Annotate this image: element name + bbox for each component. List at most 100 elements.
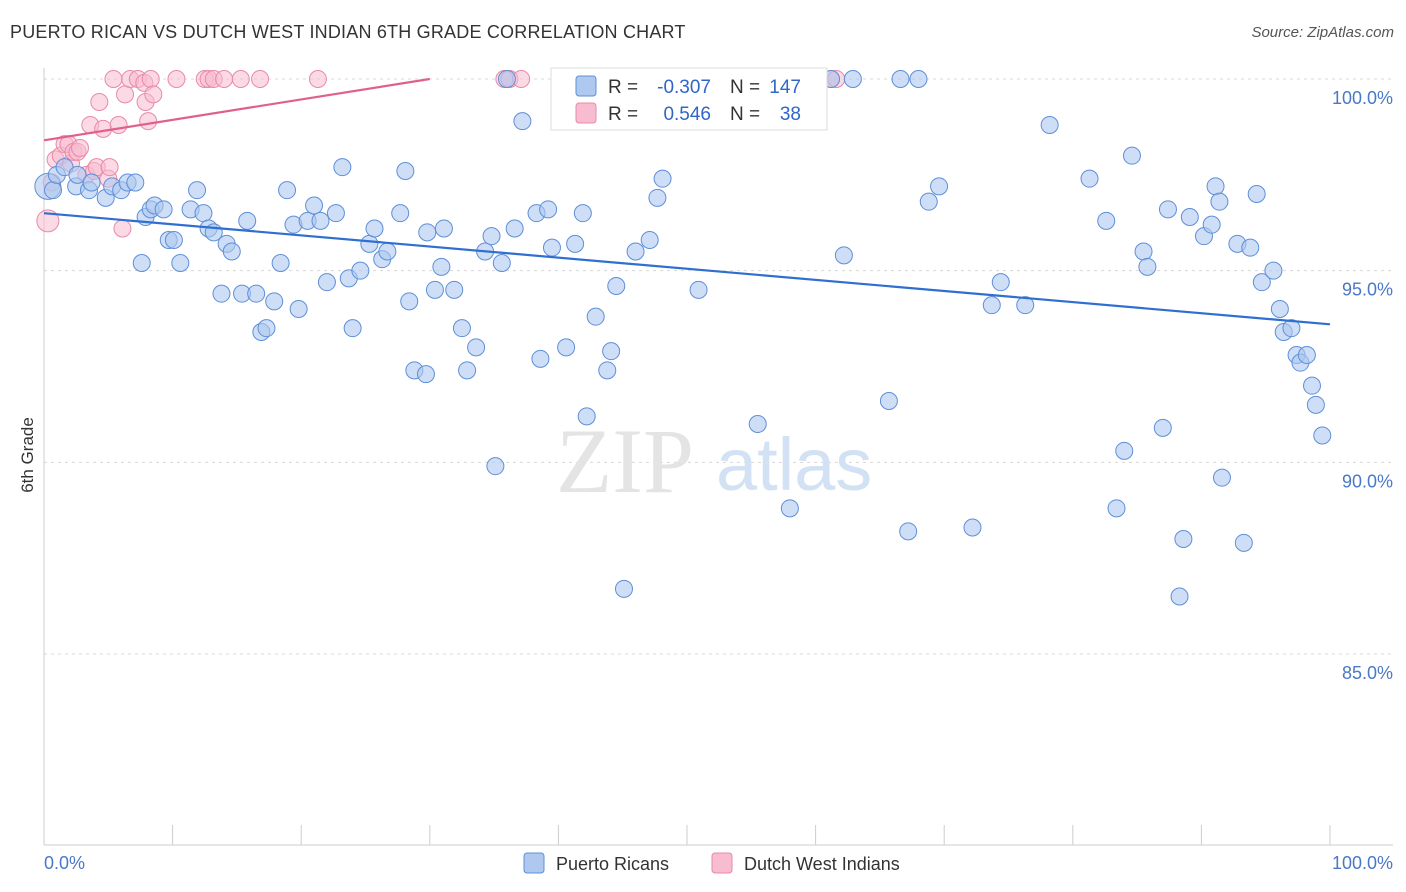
point-puerto-ricans	[289, 300, 308, 318]
grid-lines	[44, 78, 1393, 655]
point-dutch-west-indians	[141, 70, 160, 88]
point-puerto-ricans	[467, 338, 486, 357]
point-puerto-ricans	[343, 319, 362, 338]
point-puerto-ricans	[1134, 242, 1153, 261]
point-puerto-ricans	[1282, 319, 1301, 338]
point-puerto-ricans	[542, 238, 561, 257]
x-tick-label-max: 100.0%	[1332, 853, 1393, 873]
point-puerto-ricans	[497, 70, 516, 88]
point-puerto-ricans	[1210, 192, 1229, 211]
point-puerto-ricans	[351, 261, 370, 280]
point-puerto-ricans	[586, 307, 605, 326]
point-puerto-ricans	[780, 499, 799, 518]
legend-r-label-blue: R =	[608, 77, 638, 98]
point-puerto-ricans	[265, 292, 284, 311]
point-dutch-west-indians	[231, 70, 250, 88]
point-puerto-ricans	[598, 361, 617, 380]
legend-n-value-pink: 38	[780, 104, 801, 125]
point-puerto-ricans	[194, 204, 213, 223]
point-puerto-ricans	[1040, 116, 1059, 134]
point-puerto-ricans	[164, 231, 183, 249]
point-dutch-west-indians	[100, 158, 119, 177]
point-dutch-west-indians	[167, 70, 186, 88]
point-dutch-west-indians	[90, 93, 109, 111]
point-puerto-ricans	[577, 407, 596, 426]
point-dutch-west-indians	[71, 139, 90, 157]
point-puerto-ricans	[1247, 185, 1266, 203]
point-puerto-ricans	[1080, 169, 1099, 188]
point-puerto-ricans	[1158, 200, 1177, 219]
point-puerto-ricans	[333, 158, 352, 177]
point-puerto-ricans	[1306, 395, 1325, 414]
bottom-legend-swatch-pink	[711, 852, 733, 874]
bottom-legend-label-blue: Puerto Ricans	[556, 854, 669, 874]
point-puerto-ricans	[1270, 300, 1289, 318]
point-puerto-ricans	[1138, 257, 1157, 276]
point-puerto-ricans	[930, 177, 949, 196]
point-puerto-ricans	[899, 522, 918, 541]
bottom-legend-swatch-blue	[523, 852, 545, 874]
trend-line-puerto-ricans	[43, 212, 1331, 326]
point-puerto-ricans	[418, 223, 437, 242]
legend-n-label-blue: N =	[730, 77, 760, 98]
point-puerto-ricans	[311, 211, 330, 230]
y-tick-label: 85.0%	[1342, 663, 1393, 683]
y-tick-label: 90.0%	[1342, 471, 1393, 491]
point-puerto-ricans	[212, 284, 231, 303]
point-dutch-west-indians	[215, 70, 234, 88]
top-legend: R = -0.307 N = 147 R = 0.546 N = 38	[550, 67, 828, 131]
chart-title: PUERTO RICAN VS DUTCH WEST INDIAN 6TH GR…	[10, 22, 686, 42]
point-puerto-ricans	[400, 292, 419, 311]
point-puerto-ricans	[188, 181, 207, 200]
point-puerto-ricans	[126, 173, 145, 192]
legend-r-label-pink: R =	[608, 104, 638, 125]
point-dutch-west-indians	[308, 70, 327, 88]
bottom-legend-label-pink: Dutch West Indians	[744, 854, 900, 874]
point-puerto-ricans	[566, 234, 585, 253]
point-dutch-west-indians	[94, 119, 113, 138]
legend-swatch-blue	[575, 75, 597, 97]
watermark-zip: ZIP	[556, 410, 694, 512]
point-puerto-ricans	[1234, 533, 1253, 552]
point-puerto-ricans	[689, 280, 708, 299]
point-puerto-ricans	[1202, 215, 1221, 234]
point-puerto-ricans	[432, 257, 451, 276]
legend-swatch-pink	[575, 102, 597, 124]
trend-lines	[43, 77, 1331, 326]
point-puerto-ricans	[396, 162, 415, 180]
point-puerto-ricans	[365, 219, 384, 238]
point-puerto-ricans	[653, 169, 672, 188]
point-puerto-ricans	[458, 361, 477, 380]
point-puerto-ricans	[843, 70, 862, 88]
point-puerto-ricans	[1097, 211, 1116, 230]
point-puerto-ricans	[1212, 468, 1231, 487]
point-dutch-west-indians	[116, 85, 135, 104]
point-puerto-ricans	[445, 280, 464, 299]
point-puerto-ricans	[607, 277, 626, 295]
point-puerto-ricans	[614, 579, 633, 598]
point-puerto-ricans	[317, 273, 336, 292]
watermark-atlas: atlas	[716, 423, 872, 506]
point-puerto-ricans	[505, 219, 524, 238]
point-puerto-ricans	[452, 319, 471, 338]
point-puerto-ricans	[44, 181, 63, 200]
point-puerto-ricans	[1122, 146, 1141, 165]
point-dutch-west-indians	[144, 85, 163, 104]
y-tick-labels: 85.0% 90.0% 95.0% 100.0%	[1332, 88, 1393, 683]
point-puerto-ricans	[1174, 530, 1193, 548]
point-puerto-ricans	[271, 254, 290, 272]
point-puerto-ricans	[360, 234, 379, 253]
point-puerto-ricans	[1180, 208, 1199, 226]
point-puerto-ricans	[486, 457, 505, 476]
point-puerto-ricans	[1241, 238, 1260, 257]
point-puerto-ricans	[1170, 587, 1189, 606]
point-puerto-ricans	[557, 338, 576, 357]
point-puerto-ricans	[238, 211, 257, 230]
point-puerto-ricans	[1313, 426, 1332, 445]
point-puerto-ricans	[82, 173, 101, 192]
point-puerto-ricans	[834, 246, 853, 265]
point-puerto-ricans	[539, 200, 558, 219]
legend-n-value-blue: 147	[769, 77, 801, 98]
point-puerto-ricans	[640, 231, 659, 249]
point-puerto-ricans	[513, 112, 532, 131]
